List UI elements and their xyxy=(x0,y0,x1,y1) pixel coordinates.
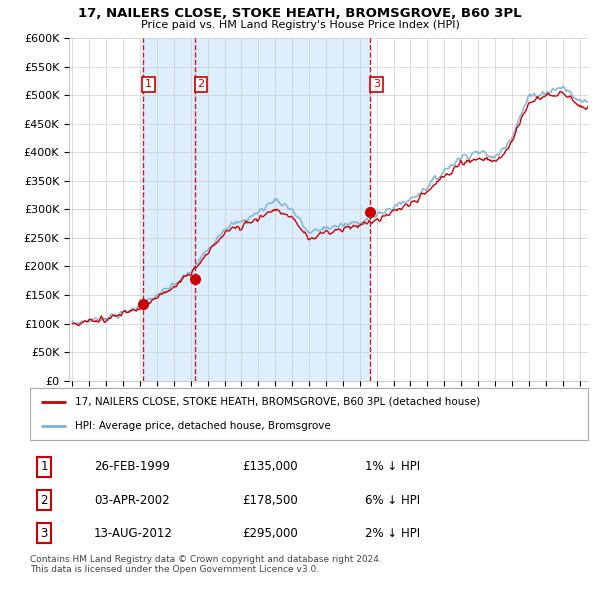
Text: 6% ↓ HPI: 6% ↓ HPI xyxy=(365,493,420,507)
Text: 26-FEB-1999: 26-FEB-1999 xyxy=(94,460,170,474)
Text: 3: 3 xyxy=(373,80,380,90)
Text: Contains HM Land Registry data © Crown copyright and database right 2024.
This d: Contains HM Land Registry data © Crown c… xyxy=(30,555,382,574)
Text: 1: 1 xyxy=(145,80,152,90)
Text: 3: 3 xyxy=(40,526,47,540)
Text: 03-APR-2002: 03-APR-2002 xyxy=(94,493,170,507)
Text: £178,500: £178,500 xyxy=(242,493,298,507)
Text: £135,000: £135,000 xyxy=(242,460,298,474)
Bar xyxy=(143,38,195,381)
Text: 1% ↓ HPI: 1% ↓ HPI xyxy=(365,460,420,474)
Text: 2% ↓ HPI: 2% ↓ HPI xyxy=(365,526,420,540)
Bar xyxy=(195,38,370,381)
Text: 17, NAILERS CLOSE, STOKE HEATH, BROMSGROVE, B60 3PL: 17, NAILERS CLOSE, STOKE HEATH, BROMSGRO… xyxy=(78,7,522,20)
Text: 2: 2 xyxy=(40,493,48,507)
Text: £295,000: £295,000 xyxy=(242,526,298,540)
Text: 1: 1 xyxy=(40,460,48,474)
Text: 13-AUG-2012: 13-AUG-2012 xyxy=(94,526,173,540)
Text: 17, NAILERS CLOSE, STOKE HEATH, BROMSGROVE, B60 3PL (detached house): 17, NAILERS CLOSE, STOKE HEATH, BROMSGRO… xyxy=(74,396,480,407)
Text: 2: 2 xyxy=(197,80,205,90)
Text: Price paid vs. HM Land Registry's House Price Index (HPI): Price paid vs. HM Land Registry's House … xyxy=(140,20,460,30)
Text: HPI: Average price, detached house, Bromsgrove: HPI: Average price, detached house, Brom… xyxy=(74,421,331,431)
